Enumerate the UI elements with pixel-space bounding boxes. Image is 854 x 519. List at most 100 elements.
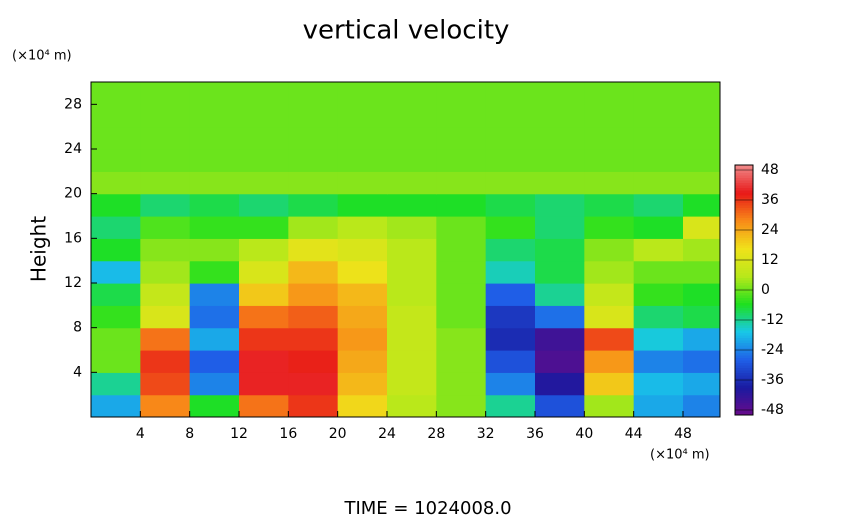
- colorbar-swatch: [735, 197, 753, 201]
- y-unit: (×10⁴ m): [12, 49, 72, 64]
- field-cell: [633, 372, 684, 396]
- colorbar-swatch: [735, 357, 753, 361]
- field-cell: [387, 394, 437, 417]
- colorbar-swatch: [735, 175, 753, 178]
- field-cell: [91, 171, 141, 195]
- field-cell: [387, 305, 437, 329]
- field-cell: [436, 82, 487, 105]
- field-cell: [337, 372, 388, 396]
- colorbar-swatch: [735, 337, 753, 341]
- field-cell: [683, 193, 720, 217]
- colorbar-swatch: [735, 307, 753, 311]
- field-cell: [91, 372, 141, 396]
- field-cell: [239, 305, 289, 329]
- field-cell: [535, 82, 585, 105]
- field-cell: [535, 283, 585, 306]
- colorbar-swatch: [735, 377, 753, 381]
- field-cell: [189, 171, 240, 195]
- y-tick-label: 28: [64, 96, 82, 112]
- field-cell: [140, 327, 191, 351]
- colorbar-swatch: [735, 315, 753, 318]
- field-cell: [337, 216, 388, 239]
- field-cell: [239, 283, 289, 306]
- field-cell: [485, 305, 536, 329]
- field-cell: [387, 372, 437, 396]
- colorbar-swatch: [735, 340, 753, 343]
- field-cell: [683, 283, 720, 306]
- field-cell: [485, 372, 536, 396]
- colorbar-swatch: [735, 300, 753, 303]
- y-tick-label: 20: [64, 186, 82, 202]
- field-cell: [584, 238, 635, 262]
- field-cell: [485, 216, 536, 239]
- field-cell: [91, 149, 141, 172]
- field-cell: [288, 193, 339, 217]
- field-cell: [189, 82, 240, 105]
- field-cell: [189, 283, 240, 306]
- field-cell: [288, 372, 339, 396]
- colorbar-swatch: [735, 212, 753, 216]
- y-axis-label: Height: [27, 216, 51, 282]
- x-tick-label: 32: [477, 426, 495, 442]
- colorbar-swatch: [735, 202, 753, 206]
- colorbar-swatch: [735, 192, 753, 196]
- field-cell: [436, 283, 487, 306]
- colorbar-swatch: [735, 312, 753, 316]
- colorbar-swatch: [735, 292, 753, 296]
- field-cell: [633, 82, 684, 105]
- field-cell: [633, 193, 684, 217]
- colorbar-swatch: [735, 335, 753, 338]
- colorbar-swatch: [735, 367, 753, 371]
- field-cell: [91, 327, 141, 351]
- x-tick-label: 12: [230, 426, 248, 442]
- colorbar-swatch: [735, 392, 753, 396]
- field-cell: [387, 216, 437, 239]
- field-cell: [387, 327, 437, 351]
- field-cell: [140, 238, 191, 262]
- field-cell: [535, 104, 585, 128]
- colorbar-swatch: [735, 252, 753, 256]
- field-cell: [535, 126, 585, 150]
- field-cell: [436, 394, 487, 417]
- colorbar-swatch: [735, 250, 753, 253]
- field-cell: [91, 260, 141, 284]
- field-cell: [387, 104, 437, 128]
- colorbar-swatch: [735, 195, 753, 198]
- y-tick-label: 16: [64, 230, 82, 246]
- colorbar-swatch: [735, 217, 753, 221]
- y-tick-label: 8: [73, 320, 82, 336]
- field-cell: [535, 238, 585, 262]
- colorbar-tick-label: 0: [761, 282, 770, 298]
- colorbar-swatch: [735, 345, 753, 348]
- field-cell: [683, 104, 720, 128]
- field-cell: [683, 305, 720, 329]
- field-cell: [140, 305, 191, 329]
- field-cell: [633, 171, 684, 195]
- x-tick-label: 8: [185, 426, 194, 442]
- colorbar-swatch: [735, 407, 753, 411]
- colorbar-swatch: [735, 385, 753, 388]
- field-cell: [436, 104, 487, 128]
- field-cell: [288, 327, 339, 351]
- colorbar-swatch: [735, 262, 753, 266]
- colorbar-tick-label: -24: [761, 342, 784, 358]
- field-cell: [288, 350, 339, 373]
- field-cell: [239, 394, 289, 417]
- field-cell: [140, 216, 191, 239]
- field-cell: [387, 193, 437, 217]
- colorbar-swatch: [735, 390, 753, 393]
- field-cell: [337, 126, 388, 150]
- field-cell: [91, 350, 141, 373]
- field-cell: [683, 171, 720, 195]
- field-cell: [683, 126, 720, 150]
- field-cell: [485, 238, 536, 262]
- colorbar-swatch: [735, 190, 753, 193]
- field-cell: [189, 305, 240, 329]
- colorbar-swatch: [735, 270, 753, 273]
- x-tick-label: 20: [329, 426, 347, 442]
- field-cell: [633, 394, 684, 417]
- colorbar-swatch: [735, 240, 753, 243]
- colorbar-swatch: [735, 282, 753, 286]
- field-cell: [436, 260, 487, 284]
- field-cell: [239, 149, 289, 172]
